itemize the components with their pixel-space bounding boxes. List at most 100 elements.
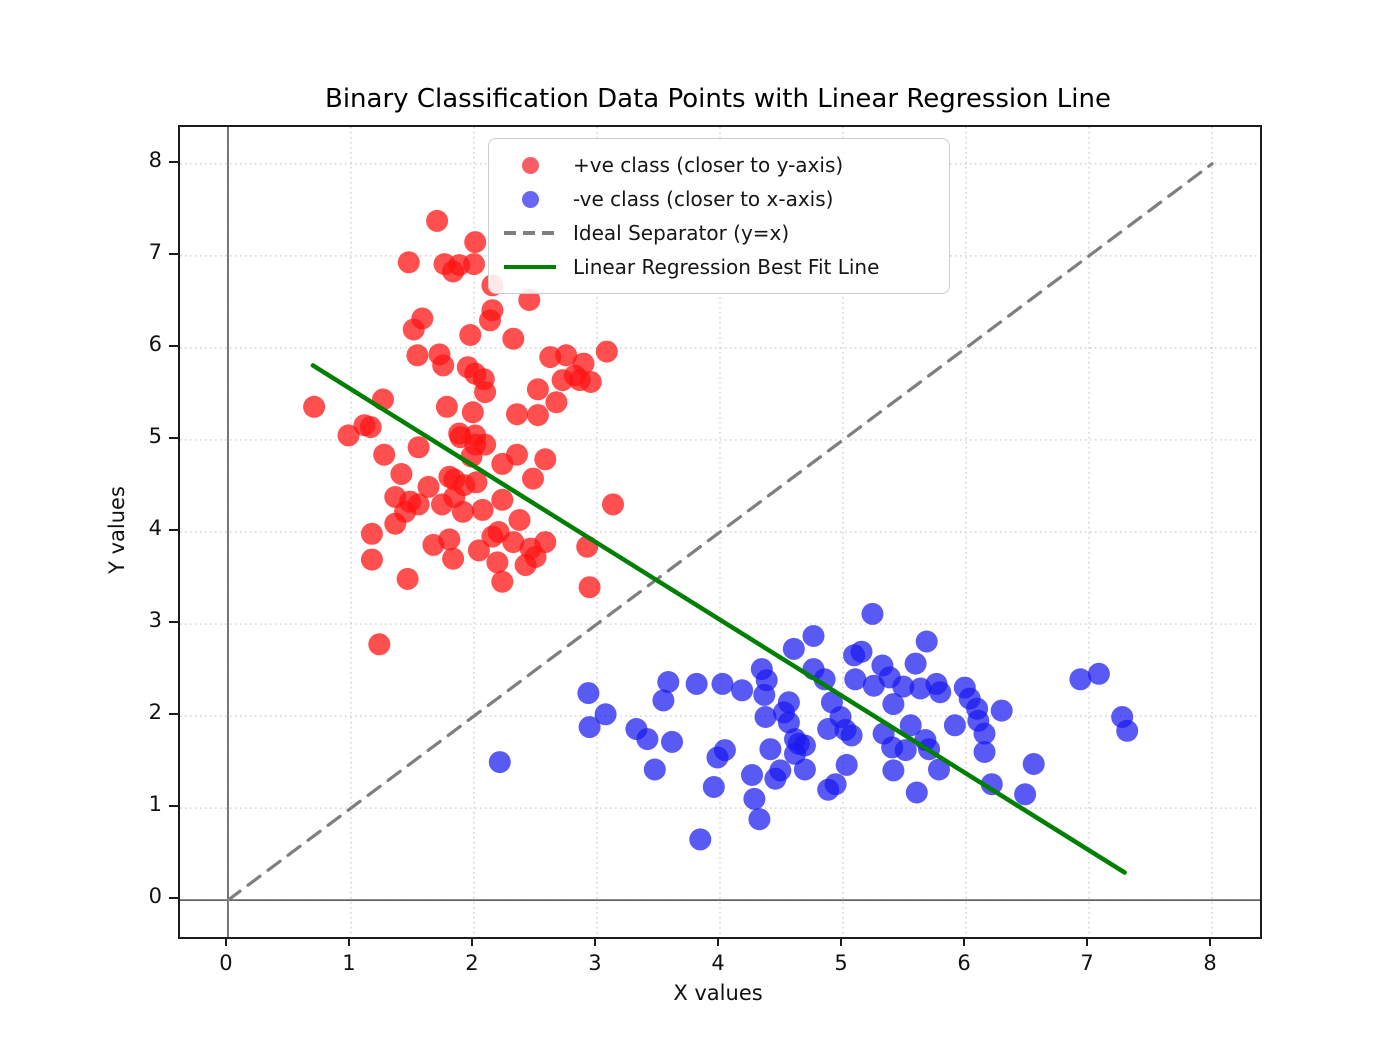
- y-tick-mark: [169, 252, 178, 255]
- legend-entry: Ideal Separator (y=x): [501, 216, 939, 250]
- legend-entry: +ve class (closer to y-axis): [501, 148, 939, 182]
- x-axis-ticks: 0 1 2 3 4 5 6 7 8: [178, 935, 1258, 997]
- scatter-point-positive: [451, 500, 474, 523]
- scatter-point-negative: [1087, 662, 1110, 685]
- scatter-point-positive: [396, 567, 419, 590]
- y-tick-mark: [169, 621, 178, 624]
- scatter-point-positive: [406, 344, 429, 367]
- scatter-point-negative: [782, 637, 805, 660]
- scatter-point-positive: [534, 531, 557, 554]
- scatter-point-negative: [754, 706, 777, 728]
- scatter-point-positive: [572, 352, 595, 375]
- legend-solid-line-swatch: [501, 264, 559, 270]
- y-tick-mark: [169, 160, 178, 163]
- scatter-point-positive: [426, 209, 449, 232]
- scatter-point-positive: [522, 467, 544, 490]
- scatter-point-positive: [486, 551, 509, 574]
- scatter-point-negative: [929, 681, 952, 704]
- scatter-point-negative: [713, 739, 736, 762]
- scatter-point-positive: [438, 528, 461, 551]
- scatter-point-negative: [731, 679, 754, 702]
- scatter-point-positive: [459, 324, 482, 346]
- scatter-point-negative: [741, 764, 763, 786]
- scatter-point-positive: [481, 299, 504, 322]
- x-tick-label: 0: [219, 951, 233, 975]
- scatter-point-positive: [579, 371, 602, 393]
- scatter-point-positive: [465, 471, 488, 494]
- scatter-point-negative: [652, 689, 675, 712]
- scatter-point-negative: [1069, 668, 1092, 691]
- scatter-point-positive: [368, 633, 391, 656]
- scatter-point-positive: [545, 391, 568, 414]
- x-tick-mark: [717, 937, 719, 946]
- y-tick-label: 7: [148, 239, 162, 264]
- scatter-point-positive: [360, 522, 383, 545]
- scatter-point-positive: [502, 327, 525, 350]
- scatter-point-positive: [303, 395, 326, 418]
- scatter-point-positive: [534, 448, 557, 471]
- scatter-point-negative: [915, 630, 938, 653]
- y-tick-label: 6: [148, 331, 162, 356]
- legend-dot-swatch: [501, 156, 559, 174]
- x-tick-label: 8: [1203, 951, 1217, 975]
- dot-icon: [521, 156, 539, 174]
- legend-label: -ve class (closer to x-axis): [573, 187, 834, 211]
- y-tick-mark: [169, 805, 178, 808]
- scatter-point-negative: [777, 691, 800, 714]
- scatter-point-positive: [471, 498, 494, 521]
- y-tick-label: 3: [148, 608, 162, 633]
- scatter-point-positive: [595, 340, 618, 363]
- scatter-point-negative: [488, 751, 511, 774]
- scatter-point-positive: [373, 443, 396, 466]
- scatter-point-positive: [518, 289, 541, 311]
- x-tick-mark: [1086, 937, 1089, 946]
- scatter-point-positive: [464, 231, 487, 254]
- x-tick-mark: [224, 937, 227, 946]
- scatter-point-negative: [973, 741, 996, 763]
- scatter-point-negative: [861, 602, 884, 625]
- x-tick-label: 2: [465, 951, 479, 975]
- scatter-point-negative: [793, 758, 816, 781]
- scatter-point-negative: [850, 640, 873, 663]
- x-tick-label: 3: [588, 951, 602, 975]
- legend-label: +ve class (closer to y-axis): [573, 153, 844, 177]
- scatter-point-negative: [578, 716, 601, 739]
- y-tick-label: 1: [148, 792, 162, 817]
- scatter-point-negative: [1022, 753, 1045, 775]
- scatter-point-positive: [407, 493, 430, 516]
- x-tick-mark: [963, 937, 965, 946]
- scatter-point-positive: [555, 344, 578, 367]
- x-tick-label: 1: [342, 951, 356, 975]
- scatter-point-positive: [359, 416, 382, 439]
- scatter-point-positive: [397, 251, 420, 274]
- scatter-point-positive: [526, 378, 549, 401]
- x-tick-mark: [840, 937, 842, 946]
- legend-label: Ideal Separator (y=x): [573, 221, 790, 245]
- solid-line-icon: [504, 264, 556, 270]
- y-tick-mark: [169, 529, 178, 531]
- dot-icon: [521, 190, 539, 208]
- scatter-point-positive: [491, 488, 514, 511]
- y-tick-mark: [169, 436, 178, 439]
- scatter-point-negative: [769, 759, 792, 782]
- scatter-point-negative: [824, 773, 847, 796]
- scatter-point-negative: [1116, 719, 1139, 742]
- dashed-line-icon: [504, 231, 556, 235]
- scatter-point-positive: [461, 401, 484, 424]
- regression-line: [310, 363, 1127, 875]
- scatter-point-negative: [904, 652, 927, 675]
- scatter-point-positive: [390, 463, 413, 485]
- x-tick-label: 5: [834, 951, 848, 975]
- y-tick-mark: [169, 344, 178, 347]
- scatter-point-negative: [689, 828, 712, 851]
- scatter-point-positive: [506, 443, 528, 466]
- scatter-point-negative: [835, 753, 858, 776]
- scatter-point-positive: [337, 424, 360, 447]
- scatter-point-negative: [943, 714, 966, 737]
- scatter-point-negative: [905, 781, 928, 804]
- scatter-point-negative: [1014, 783, 1037, 806]
- x-axis-label: X values: [673, 981, 763, 1005]
- chart-title: Binary Classification Data Points with L…: [325, 84, 1111, 114]
- y-tick-label: 0: [148, 884, 162, 909]
